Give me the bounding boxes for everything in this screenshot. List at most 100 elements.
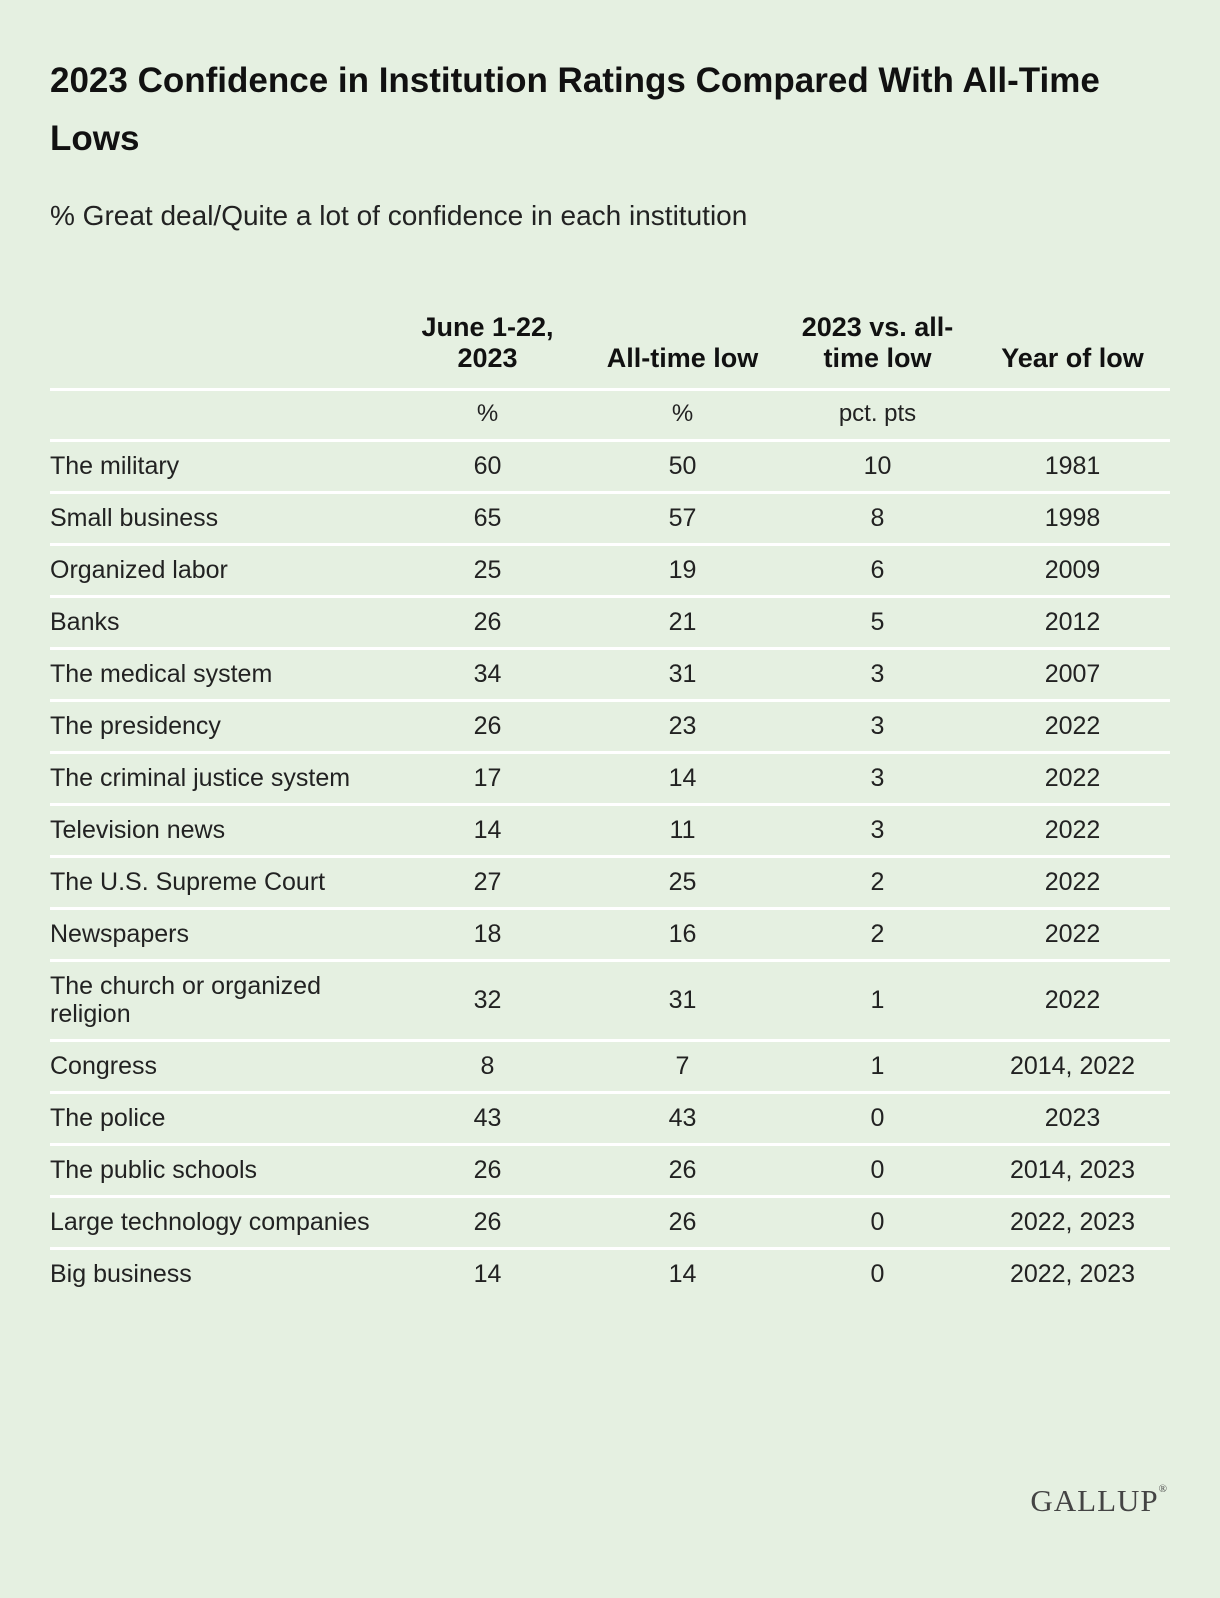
cell-institution: Television news [50,804,390,858]
chart-subtitle: % Great deal/Quite a lot of confidence i… [50,200,748,231]
table-row: The public schools 26 26 0 2014, 2023 [50,1144,1170,1198]
cell-year-of-low: 2022 [975,960,1170,1042]
confidence-table: June 1-22, 2023 All-time low 2023 vs. al… [50,312,1170,1299]
cell-june-2023: 14 [390,804,585,858]
table-row: The police 43 43 0 2023 [50,1092,1170,1146]
table-row: Television news 14 11 3 2022 [50,804,1170,858]
table-row: Newspapers 18 16 2 2022 [50,908,1170,962]
header-2023-vs-low: 2023 vs. all-time low [780,312,975,391]
header-june-2023: June 1-22, 2023 [390,312,585,391]
cell-all-time-low: 25 [585,856,780,910]
cell-institution: The police [50,1092,390,1146]
cell-june-2023: 27 [390,856,585,910]
cell-2023-vs-low: 0 [870,1260,885,1288]
cell-year-of-low: 2023 [975,1092,1170,1146]
cell-june-2023: 8 [390,1040,585,1094]
header-all-time-low: All-time low [585,312,780,391]
cell-all-time-low: 14 [668,1260,697,1288]
cell-2023-vs-low: 3 [780,804,975,858]
cell-institution: The criminal justice system [50,752,390,806]
table-row: The medical system 34 31 3 2007 [50,648,1170,702]
cell-institution: Organized labor [50,544,390,598]
cell-institution: The presidency [50,700,390,754]
cell-2023-vs-low: 1 [780,1040,975,1094]
cell-year-of-low: 2022 [975,856,1170,910]
table-row: The U.S. Supreme Court 27 25 2 2022 [50,856,1170,910]
cell-2023-vs-low: 6 [780,544,975,598]
cell-all-time-low: 57 [585,492,780,546]
cell-all-time-low: 7 [585,1040,780,1094]
cell-june-2023: 26 [390,596,585,650]
table-row: The military 60 50 10 1981 [50,440,1170,494]
table-row: Large technology companies 26 26 0 2022, 202… [50,1196,1170,1250]
table-row: The presidency 26 23 3 2022 [50,700,1170,754]
cell-2023-vs-low: 1 [780,960,975,1042]
cell-year-of-low: 1981 [975,440,1170,494]
cell-june-2023: 34 [390,648,585,702]
cell-institution: Newspapers [50,908,390,962]
cell-institution: The U.S. Supreme Court [50,856,390,910]
unit-year-of-low [975,389,1170,442]
cell-june-2023: 26 [390,700,585,754]
cell-june-2023: 60 [390,440,585,494]
cell-june-2023: 18 [390,908,585,962]
cell-institution: The medical system [50,648,390,702]
cell-all-time-low: 11 [585,804,780,858]
cell-all-time-low: 31 [585,960,780,1042]
header-year-of-low: Year of low [975,312,1170,391]
cell-2023-vs-low: 5 [780,596,975,650]
unit-june-2023: % [390,389,585,442]
registered-mark: ® [1158,1483,1168,1495]
units-row: % % pct. pts [50,389,1170,442]
cell-year-of-low: 2022 [975,908,1170,962]
cell-institution: Big business [50,1260,192,1288]
cell-year-of-low: 2014, 2022 [975,1040,1170,1094]
cell-all-time-low: 23 [585,700,780,754]
table-row: Organized labor 25 19 6 2009 [50,544,1170,598]
cell-year-of-low: 2022, 2023 [975,1196,1170,1250]
cell-june-2023: 14 [473,1260,502,1288]
gallup-logo: GALLUP® [1030,1483,1168,1519]
chart-title: 2023 Confidence in Institution Ratings C… [50,61,1100,158]
cell-all-time-low: 16 [585,908,780,962]
cell-institution: Banks [50,596,390,650]
cell-2023-vs-low: 10 [780,440,975,494]
cell-june-2023: 32 [390,960,585,1042]
cell-year-of-low: 2022 [975,804,1170,858]
gallup-logo-text: GALLUP [1030,1483,1159,1518]
cell-institution: Large technology companies [50,1196,390,1250]
cell-2023-vs-low: 3 [780,700,975,754]
cell-all-time-low: 50 [585,440,780,494]
table-row: The church or organized religion 32 31 1 202… [50,960,1170,1042]
cell-2023-vs-low: 2 [780,908,975,962]
unit-2023-vs-low: pct. pts [780,389,975,442]
cell-all-time-low: 26 [585,1196,780,1250]
cell-all-time-low: 26 [585,1144,780,1198]
cell-june-2023: 26 [390,1144,585,1198]
cell-year-of-low: 2022 [975,752,1170,806]
cell-institution: The church or organized religion [50,960,390,1042]
table-row: Congress 8 7 1 2014, 2022 [50,1040,1170,1094]
cell-june-2023: 26 [390,1196,585,1250]
cell-june-2023: 17 [390,752,585,806]
cell-institution: The public schools [50,1144,390,1198]
header-institution [50,312,390,391]
cell-year-of-low: 2022, 2023 [1009,1260,1136,1288]
cell-year-of-low: 2007 [975,648,1170,702]
cell-2023-vs-low: 8 [780,492,975,546]
cell-all-time-low: 43 [585,1092,780,1146]
cell-all-time-low: 19 [585,544,780,598]
cell-year-of-low: 2014, 2023 [975,1144,1170,1198]
cell-2023-vs-low: 0 [780,1092,975,1146]
cell-institution: Congress [50,1040,390,1094]
cell-institution: Small business [50,492,390,546]
cell-june-2023: 25 [390,544,585,598]
cell-year-of-low: 2009 [975,544,1170,598]
cell-june-2023: 43 [390,1092,585,1146]
cell-2023-vs-low: 0 [780,1144,975,1198]
cell-year-of-low: 1998 [975,492,1170,546]
table-row: Big business 14 14 0 2022, 2023 [50,1249,1170,1300]
cell-2023-vs-low: 0 [780,1196,975,1250]
cell-all-time-low: 14 [585,752,780,806]
unit-institution [50,389,390,442]
